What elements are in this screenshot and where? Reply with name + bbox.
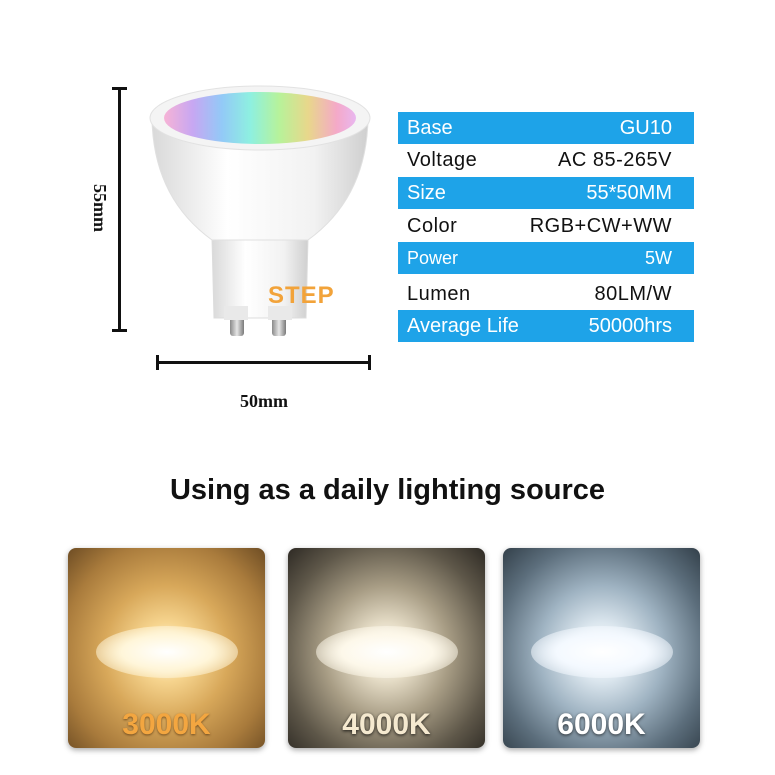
spec-label: Voltage <box>407 149 478 171</box>
temperature-tile-neutral: 4000K <box>288 548 485 748</box>
spec-value: GU10 <box>619 117 672 139</box>
spec-label: Base <box>407 117 453 139</box>
spec-value: RGB+CW+WW <box>529 215 672 237</box>
height-dimension-line <box>118 88 121 331</box>
temperature-label: 4000K <box>342 708 431 741</box>
spec-row-color: Color RGB+CW+WW <box>398 210 694 242</box>
spec-row-average-life: Average Life 50000hrs <box>398 310 694 342</box>
spec-row-size: Size 55*50MM <box>398 177 694 209</box>
light-glow <box>96 626 238 678</box>
brand-label: STEP <box>268 282 335 309</box>
temperature-label: 3000K <box>122 708 211 741</box>
width-dimension-cap-right <box>368 355 371 370</box>
spec-value: 5W <box>645 248 672 268</box>
width-dimension-label: 50mm <box>240 391 288 411</box>
spec-label: Lumen <box>407 283 471 305</box>
spec-label: Average Life <box>407 315 519 337</box>
rgb-lens <box>164 92 356 144</box>
spec-row-power: Power 5W <box>398 242 694 274</box>
spec-label: Power <box>407 248 459 268</box>
section-heading: Using as a daily lighting source <box>169 474 606 506</box>
temperature-tile-cool: 6000K <box>503 548 700 748</box>
spec-row-lumen: Lumen 80LM/W <box>398 278 694 310</box>
spec-value: 55*50MM <box>586 182 672 204</box>
spec-label: Size <box>407 182 446 204</box>
spec-value: 50000hrs <box>588 315 672 337</box>
light-glow <box>531 626 673 678</box>
height-dimension-cap-bottom <box>112 329 127 332</box>
spec-row-base: Base GU10 <box>398 112 694 144</box>
spec-row-voltage: Voltage AC 85-265V <box>398 144 694 176</box>
width-dimension-cap-left <box>156 355 159 370</box>
light-glow <box>316 626 458 678</box>
height-dimension-label: 55mm <box>90 184 110 232</box>
spec-label: Color <box>407 215 458 237</box>
spec-value: AC 85-265V <box>558 149 672 171</box>
spec-value: 80LM/W <box>594 283 672 305</box>
bulb-body <box>151 119 369 241</box>
width-dimension-line <box>157 361 370 364</box>
height-dimension-cap-top <box>112 87 127 90</box>
gu10-bulb-image <box>149 85 371 336</box>
temperature-label: 6000K <box>557 708 646 741</box>
temperature-tile-warm: 3000K <box>68 548 265 748</box>
